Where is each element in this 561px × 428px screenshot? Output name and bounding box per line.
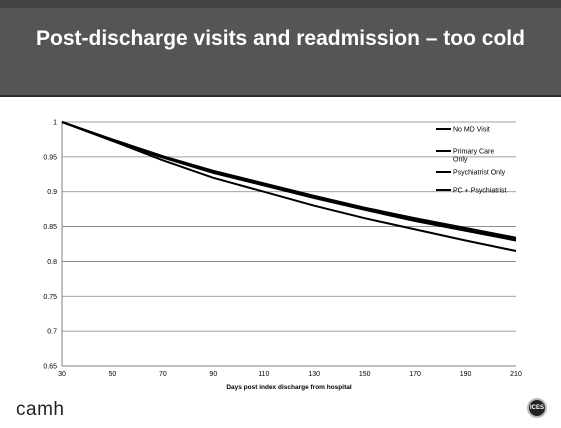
chart-series	[61, 121, 517, 252]
ices-badge-icon: ICES	[527, 398, 547, 418]
x-tick-label: 130	[308, 371, 320, 378]
slide-title: Post-discharge visits and readmission – …	[36, 27, 525, 50]
x-tick-label: 110	[258, 371, 269, 378]
series-line	[61, 121, 517, 242]
y-tick-label: 0.8	[47, 259, 57, 266]
y-tick-label: 0.75	[43, 294, 57, 301]
x-tick-label: 210	[510, 371, 522, 378]
y-tick-label: 0.85	[43, 224, 57, 231]
x-axis-label: Days post index discharge from hospital	[226, 384, 352, 391]
legend-label: Psychiatrist Only	[453, 170, 506, 177]
y-tick-label: 0.9	[47, 189, 57, 196]
series-line	[61, 121, 517, 241]
x-tick-label: 150	[359, 371, 371, 378]
x-tick-label: 30	[58, 371, 66, 378]
x-tick-label: 50	[109, 371, 117, 378]
series-line	[61, 121, 517, 252]
x-tick-label: 170	[409, 371, 421, 378]
legend-label: Primary Care Only	[453, 149, 494, 164]
x-tick-label: 190	[460, 371, 472, 378]
legend-label: PC + Psychiatrist	[453, 188, 507, 195]
x-tick-label: 70	[159, 371, 167, 378]
y-tick-label: 0.7	[47, 329, 57, 336]
y-tick-label: 0.95	[43, 154, 57, 161]
y-tick-label: 0.65	[43, 364, 57, 371]
legend-label: No MD Visit	[453, 127, 490, 134]
camh-logo: camh	[16, 399, 65, 420]
series-line	[61, 121, 517, 239]
chart-legend: No MD Visit Primary Care Only Psychiatrist …	[436, 127, 507, 195]
y-tick-label: 1	[53, 120, 57, 127]
chart-axes	[61, 122, 516, 367]
x-tick-label: 90	[209, 371, 217, 378]
title-banner: Post-discharge visits and readmission – …	[0, 0, 561, 97]
